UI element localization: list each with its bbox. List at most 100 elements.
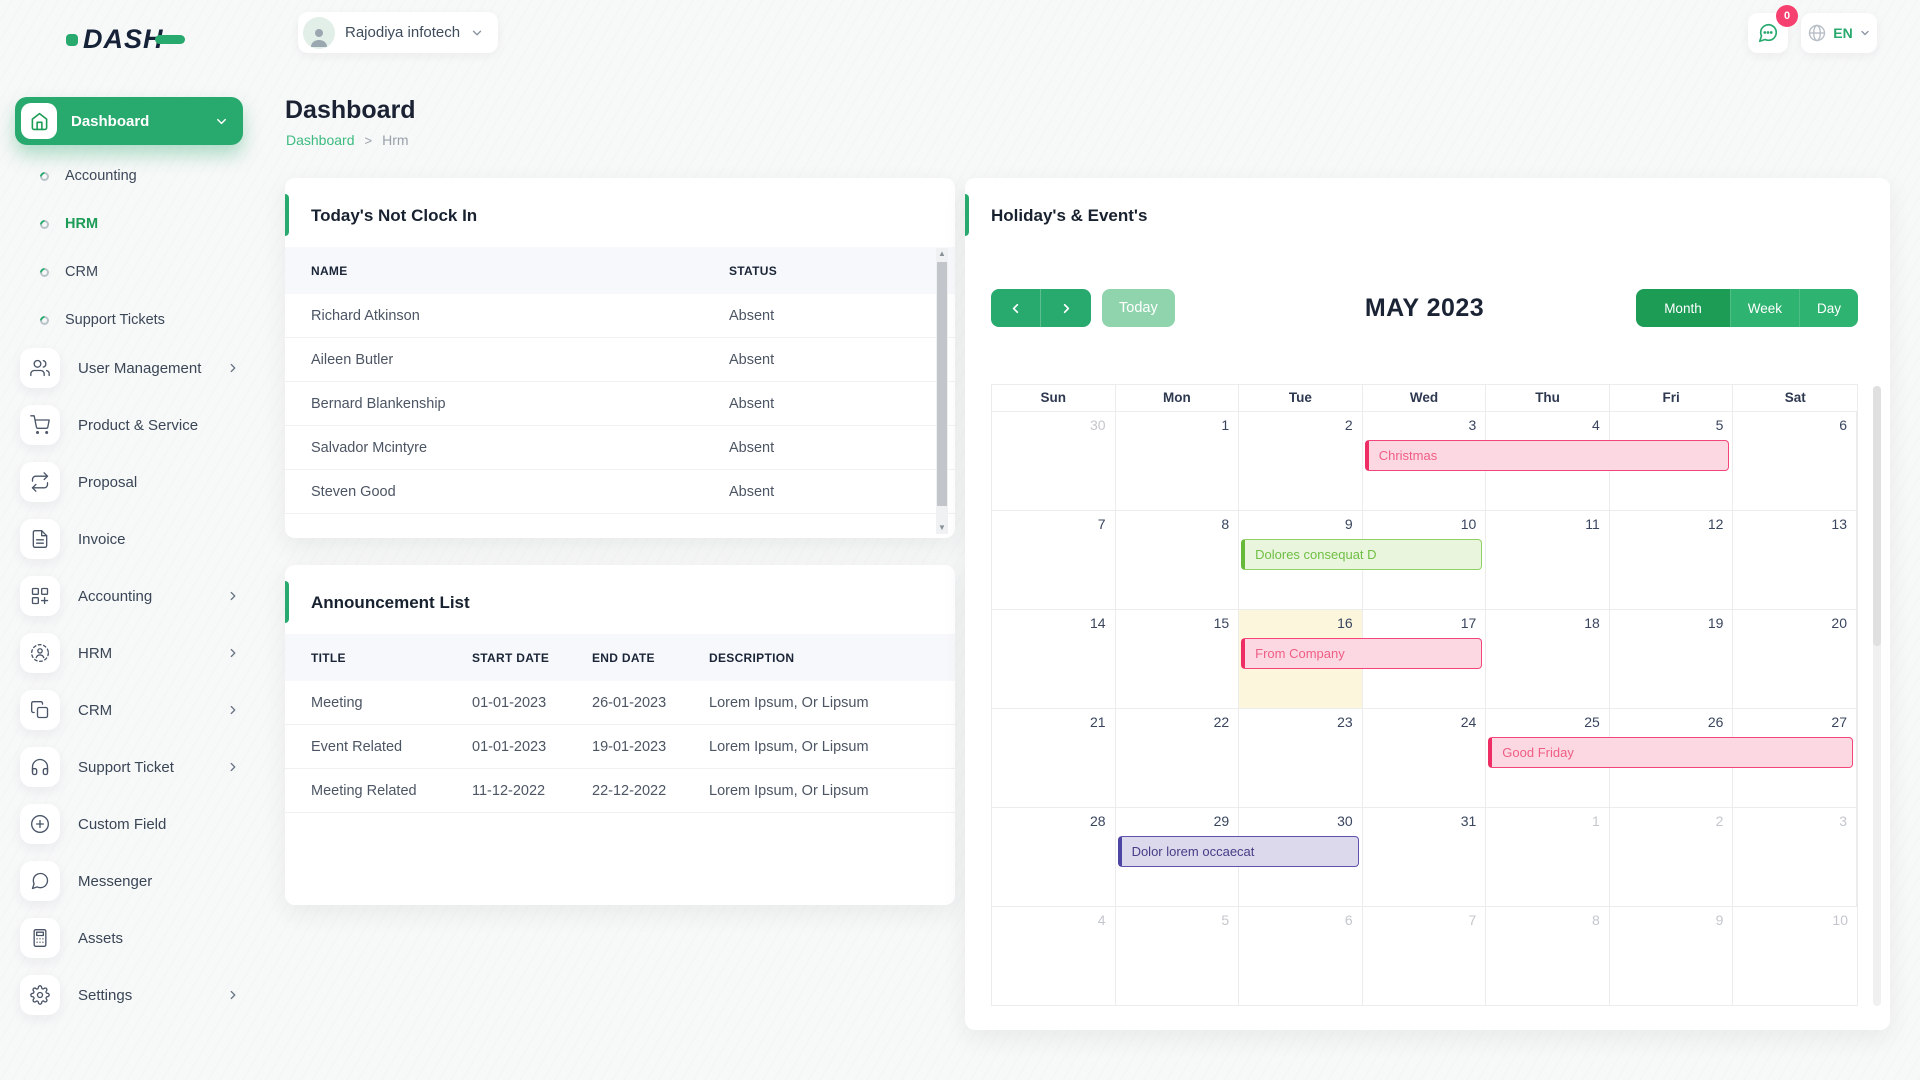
next-month-button[interactable]	[1041, 289, 1091, 327]
calendar-day-cell[interactable]: 28	[992, 808, 1116, 906]
messages-button[interactable]: 0	[1748, 5, 1798, 53]
day-number: 10	[1460, 516, 1477, 532]
calendar-day-cell[interactable]: 10	[1733, 907, 1857, 1005]
calendar-day-cell[interactable]: 31	[1363, 808, 1487, 906]
scrollbar-thumb[interactable]	[937, 262, 947, 506]
day-number: 16	[1337, 615, 1353, 631]
announcement-start-date: 01-01-2023	[472, 738, 547, 755]
sidebar-item-custom-field[interactable]: Custom Field	[0, 800, 260, 848]
calendar-day-cell[interactable]: 14	[992, 610, 1116, 708]
sidebar-subitem-support-tickets[interactable]: Support Tickets	[0, 296, 260, 344]
table-scrollbar[interactable]: ▲ ▼	[936, 248, 948, 534]
logo-dash-icon	[154, 35, 185, 44]
calendar-week-row: 30 1 2 3 4 5 6 Christmas	[992, 411, 1857, 510]
scroll-down-arrow[interactable]: ▼	[938, 523, 946, 532]
calendar-day-cell[interactable]: 30	[992, 412, 1116, 510]
calendar-day-cell[interactable]: 22	[1116, 709, 1240, 807]
employee-name: Steven Good	[311, 483, 396, 500]
sidebar-item-invoice[interactable]: Invoice	[0, 515, 260, 563]
scroll-up-arrow[interactable]: ▲	[938, 249, 946, 258]
sidebar-subitem-crm[interactable]: CRM	[0, 248, 260, 296]
sidebar-subitem-accounting[interactable]: Accounting	[0, 152, 260, 200]
file-icon	[20, 519, 60, 559]
announcement-description: Lorem Ipsum, Or Lipsum	[709, 694, 869, 711]
calendar-day-cell[interactable]: 27	[1733, 709, 1857, 807]
sidebar-subitem-hrm[interactable]: HRM	[0, 200, 260, 248]
calendar-day-cell[interactable]: 30	[1239, 808, 1363, 906]
calendar-day-cell[interactable]: 19	[1610, 610, 1734, 708]
calendar-day-cell[interactable]: 6	[1239, 907, 1363, 1005]
grid-plus-icon	[20, 576, 60, 616]
view-day-button[interactable]: Day	[1798, 289, 1858, 327]
calendar-scrollbar[interactable]	[1873, 386, 1881, 1006]
day-number: 17	[1460, 615, 1477, 631]
cart-icon	[20, 405, 60, 445]
calendar-day-cell[interactable]: 6	[1733, 412, 1857, 510]
calendar-day-cell[interactable]: 7	[992, 511, 1116, 609]
calendar-day-cell[interactable]: 11	[1486, 511, 1610, 609]
calendar-day-cell[interactable]: 7	[1363, 907, 1487, 1005]
day-number: 15	[1213, 615, 1230, 631]
calendar-day-cell[interactable]: 8	[1116, 511, 1240, 609]
calendar-day-cell[interactable]: 24	[1363, 709, 1487, 807]
copy-icon	[20, 690, 60, 730]
view-week-button[interactable]: Week	[1729, 289, 1799, 327]
calendar-day-cell[interactable]: 10	[1363, 511, 1487, 609]
calendar-day-cell[interactable]: 23	[1239, 709, 1363, 807]
calendar-day-cell[interactable]: 4	[992, 907, 1116, 1005]
calendar-event[interactable]: Good Friday	[1488, 737, 1853, 768]
cart-icon	[30, 415, 50, 434]
calendar-day-cell[interactable]: 8	[1486, 907, 1610, 1005]
calendar-day-cell[interactable]: 13	[1733, 511, 1857, 609]
day-number: 5	[1221, 912, 1230, 928]
sidebar-item-dashboard[interactable]: Dashboard	[15, 97, 243, 145]
prev-month-button[interactable]	[991, 289, 1041, 327]
calendar-day-cell[interactable]: 2	[1239, 412, 1363, 510]
sidebar-item-crm[interactable]: CRM	[0, 686, 260, 734]
calendar-day-cell[interactable]: 9	[1610, 907, 1734, 1005]
logo-dot-icon	[66, 33, 78, 46]
sidebar-item-accounting[interactable]: Accounting	[0, 572, 260, 620]
breadcrumb-link-dashboard[interactable]: Dashboard	[286, 132, 355, 148]
calendar-event[interactable]: Dolor lorem occaecat	[1117, 836, 1359, 867]
calendar-day-cell[interactable]: 3	[1733, 808, 1857, 906]
calendar-day-cell[interactable]: 1	[1116, 412, 1240, 510]
calendar-day-cell[interactable]: 18	[1486, 610, 1610, 708]
company-selector[interactable]: Rajodiya infotech	[298, 12, 499, 53]
today-button[interactable]: Today	[1102, 289, 1175, 327]
employee-status: Absent	[729, 395, 775, 412]
calendar-day-cell[interactable]: 20	[1733, 610, 1857, 708]
employee-status: Absent	[729, 483, 775, 500]
sidebar-item-assets[interactable]: Assets	[0, 914, 260, 962]
sidebar-item-user-management[interactable]: User Management	[0, 344, 260, 392]
calendar-day-cell[interactable]: 17	[1363, 610, 1487, 708]
app-logo[interactable]: DASH	[66, 24, 185, 55]
calendar-event[interactable]: From Company	[1241, 638, 1483, 669]
scrollbar-thumb[interactable]	[1873, 386, 1881, 646]
sidebar-item-support-ticket[interactable]: Support Ticket	[0, 743, 260, 791]
calendar-day-cell[interactable]: 21	[992, 709, 1116, 807]
sidebar-item-settings[interactable]: Settings	[0, 971, 260, 1019]
card-title: Today's Not Clock In	[311, 206, 478, 225]
calendar-day-cell[interactable]: 5	[1610, 412, 1734, 510]
sidebar-subitem-label: Accounting	[65, 168, 137, 184]
language-selector[interactable]: EN	[1801, 13, 1877, 53]
day-number: 27	[1831, 714, 1847, 730]
day-number: 2	[1715, 813, 1724, 829]
calendar-day-cell[interactable]: 2	[1610, 808, 1734, 906]
sidebar-item-label: Assets	[78, 929, 124, 947]
sidebar-item-proposal[interactable]: Proposal	[0, 458, 260, 506]
calendar-day-cell[interactable]: 15	[1116, 610, 1240, 708]
day-number: 23	[1337, 714, 1353, 730]
view-month-button[interactable]: Month	[1636, 289, 1730, 327]
calendar-day-cell[interactable]: 5	[1116, 907, 1240, 1005]
calendar-event[interactable]: Christmas	[1364, 440, 1730, 471]
chevron-right-icon	[230, 648, 236, 658]
column-header-description: DESCRIPTION	[709, 650, 795, 665]
sidebar-item-hrm[interactable]: HRM	[0, 629, 260, 677]
sidebar-item-messenger[interactable]: Messenger	[0, 857, 260, 905]
sidebar-item-product-service[interactable]: Product & Service	[0, 401, 260, 449]
calendar-day-cell[interactable]: 1	[1486, 808, 1610, 906]
calendar-event[interactable]: Dolores consequat D	[1241, 539, 1483, 570]
calendar-day-cell[interactable]: 12	[1610, 511, 1734, 609]
